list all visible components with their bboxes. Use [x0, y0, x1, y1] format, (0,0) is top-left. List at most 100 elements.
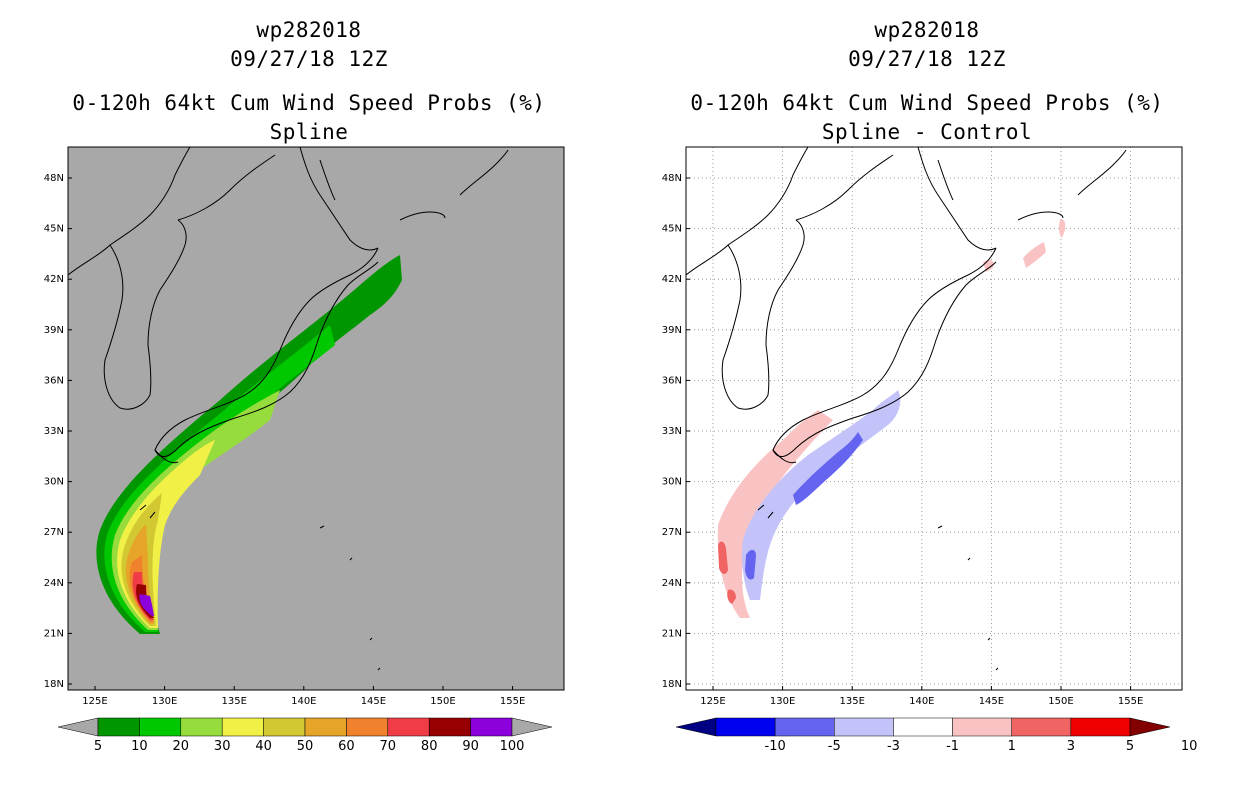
colorbar-segment: [952, 717, 1012, 737]
lon-tick-label: 125E: [82, 696, 107, 707]
coastline-map: [686, 147, 1127, 671]
left-map: 18N 21N 24N 27N 30N 33N 36N 39N 42N 45N 48N 125E 13…: [44, 146, 565, 754]
colorbar-label: -3: [887, 739, 900, 754]
colorbar-label: 3: [1067, 739, 1075, 754]
colorbar-segment: [715, 717, 776, 737]
lat-tick-label: 30N: [44, 477, 64, 488]
lat-tick-label: 39N: [44, 325, 64, 336]
colorbar-left: 5 10 20 30 40 50 60 70 80 90 100: [57, 717, 553, 754]
colorbar-segment: [1070, 717, 1131, 737]
colorbar-segment: [387, 717, 430, 737]
subtitle: Spline - Control: [821, 120, 1033, 144]
colorbar-segment: [221, 717, 264, 737]
lat-tick-label: 21N: [44, 628, 64, 639]
lon-tick-label: 130E: [152, 696, 177, 707]
colorbar-segment: [139, 717, 182, 737]
colorbar-label: 5: [94, 739, 102, 754]
lon-tick-label: 140E: [909, 696, 934, 707]
colorbar-label: 90: [462, 739, 479, 754]
lat-tick-label: 21N: [662, 628, 682, 639]
colorbar-segment: [346, 717, 389, 737]
colorbar-segment: [774, 717, 835, 737]
contour-pink-light: [1058, 219, 1066, 238]
colorbar-arrow-high: [1129, 717, 1171, 737]
lat-tick-label: 18N: [662, 679, 682, 690]
storm-id-title: wp282018: [256, 18, 362, 42]
map-frame: [67, 146, 565, 691]
colorbar-segment: [893, 717, 953, 737]
colorbar-label: 1: [1008, 739, 1016, 754]
colorbar-label: 50: [297, 739, 314, 754]
lat-tick-label: 24N: [662, 578, 682, 589]
lat-tick-label: 24N: [44, 578, 64, 589]
colorbar-segment: [97, 717, 140, 737]
lon-ticks-left: 125E 130E 135E 140E 145E 150E 155E: [82, 686, 525, 707]
lon-tick-label: 150E: [1048, 696, 1073, 707]
lon-tick-label: 145E: [979, 696, 1004, 707]
colorbar-segment: [428, 717, 471, 737]
lat-tick-label: 18N: [44, 679, 64, 690]
colorbar-segment: [470, 717, 513, 737]
map-background: [686, 147, 1182, 690]
lon-tick-label: 150E: [430, 696, 455, 707]
lon-tick-label: 140E: [291, 696, 316, 707]
contour-100: [139, 594, 154, 616]
lon-tick-label: 145E: [361, 696, 386, 707]
coastline-map: [68, 147, 509, 671]
colorbar-label: -10: [765, 739, 786, 754]
contour-blue-mid: [745, 549, 756, 580]
lat-tick-label: 30N: [662, 477, 682, 488]
colorbar-label: -1: [946, 739, 959, 754]
probability-contours: [96, 255, 403, 634]
lon-tick-label: 125E: [700, 696, 725, 707]
left-panel: wp282018 09/27/18 12Z 0-120h 64kt Cum Wi…: [44, 18, 565, 754]
gridlines: [686, 147, 1182, 690]
product-title: 0-120h 64kt Cum Wind Speed Probs (%): [72, 91, 546, 115]
lat-tick-label: 33N: [44, 426, 64, 437]
datetime-title: 09/27/18 12Z: [230, 47, 388, 71]
lat-ticks-left: 18N 21N 24N 27N 30N 33N 36N 39N 42N 45N 48N: [44, 173, 72, 690]
lat-tick-label: 42N: [44, 274, 64, 285]
colorbar-label: 30: [214, 739, 231, 754]
colorbar-arrow-low: [675, 717, 717, 737]
lat-tick-label: 45N: [662, 224, 682, 235]
colorbar-right: -10 -5 -3 -1 1 3 5 10: [675, 717, 1197, 754]
colorbar-segment: [263, 717, 306, 737]
datetime-title: 09/27/18 12Z: [848, 47, 1006, 71]
lat-tick-label: 42N: [662, 274, 682, 285]
lon-tick-label: 135E: [221, 696, 246, 707]
storm-id-title: wp282018: [874, 18, 980, 42]
lat-tick-label: 33N: [662, 426, 682, 437]
lat-tick-label: 45N: [44, 224, 64, 235]
lon-ticks-right: 125E 130E 135E 140E 145E 150E 155E: [700, 686, 1143, 707]
colorbar-label: 60: [338, 739, 355, 754]
colorbar-arrow-high: [511, 717, 553, 737]
colorbar-segment: [180, 717, 223, 737]
lat-tick-label: 36N: [662, 375, 682, 386]
lat-tick-label: 27N: [662, 527, 682, 538]
colorbar-arrow-low: [57, 717, 99, 737]
subtitle: Spline: [269, 120, 349, 144]
lat-tick-label: 27N: [44, 527, 64, 538]
lat-tick-label: 48N: [662, 173, 682, 184]
colorbar-label: 70: [380, 739, 397, 754]
product-title: 0-120h 64kt Cum Wind Speed Probs (%): [690, 91, 1164, 115]
right-panel: wp282018 09/27/18 12Z 0-120h 64kt Cum Wi…: [618, 0, 1236, 800]
colorbar-label: 10: [131, 739, 148, 754]
contour-pink-light: [1023, 242, 1046, 268]
map-frame: [685, 146, 1183, 691]
colorbar-label: 80: [421, 739, 438, 754]
colorbar-segment: [1011, 717, 1072, 737]
contour-red-mid: [727, 589, 736, 604]
lon-tick-label: 130E: [770, 696, 795, 707]
lon-tick-label: 135E: [839, 696, 864, 707]
contour-blue-mid: [793, 432, 863, 505]
colorbar-label: 5: [1126, 739, 1134, 754]
colorbar-label: 20: [173, 739, 190, 754]
lat-tick-label: 36N: [44, 375, 64, 386]
contour-red-mid: [718, 541, 728, 574]
lat-tick-label: 39N: [662, 325, 682, 336]
lat-ticks-right: 18N 21N 24N 27N 30N 33N 36N 39N 42N 45N 48N: [662, 173, 690, 690]
colorbar-label: -5: [828, 739, 841, 754]
